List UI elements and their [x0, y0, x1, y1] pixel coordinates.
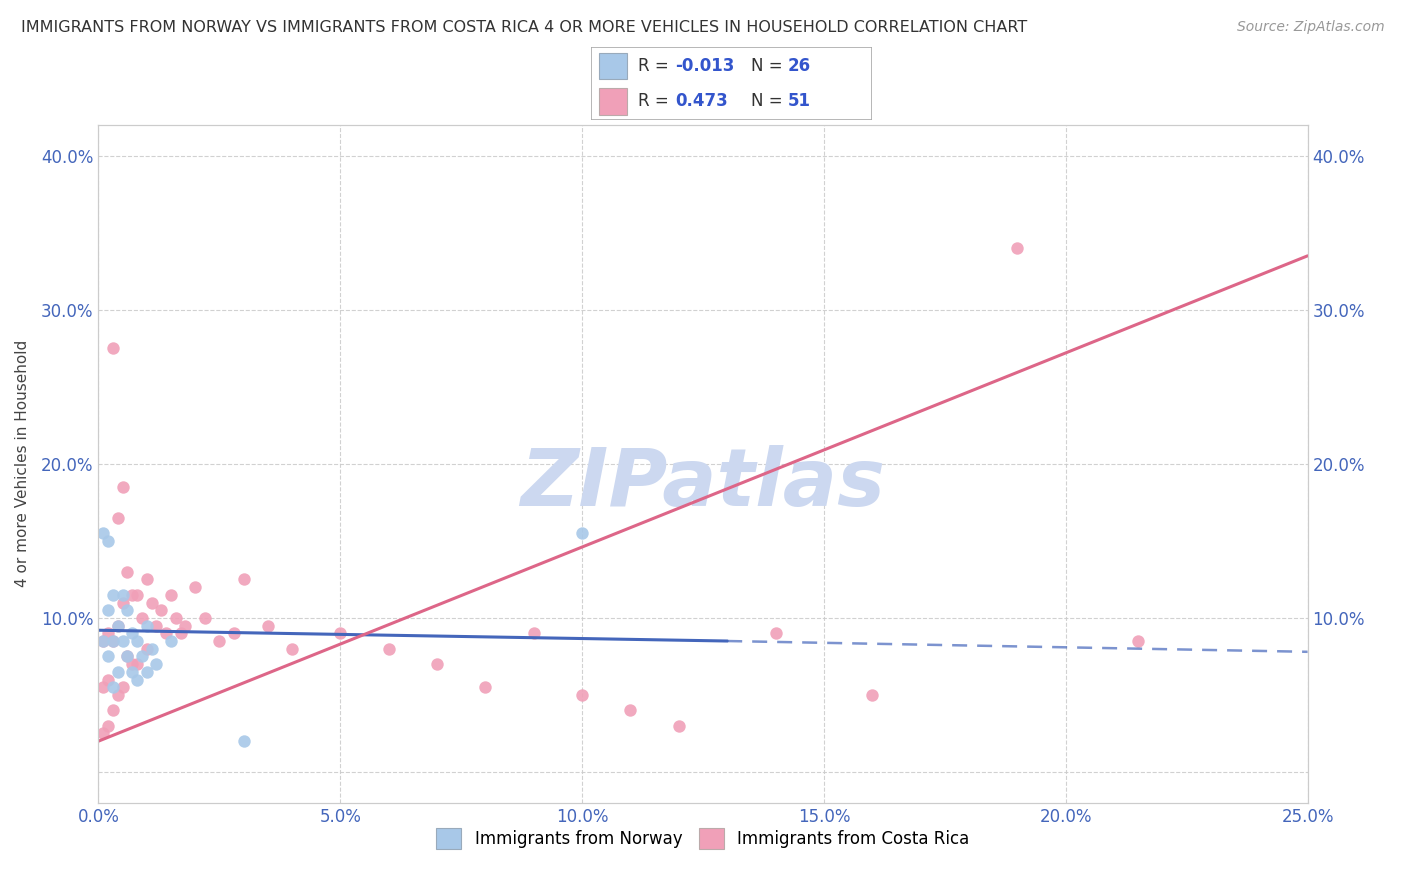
- Point: [91, 634, 114, 648]
- Point: [127, 634, 149, 648]
- Point: [174, 618, 197, 632]
- Point: [194, 611, 217, 625]
- Point: [97, 626, 120, 640]
- Point: [184, 580, 207, 594]
- Point: [101, 341, 124, 355]
- Point: [1007, 241, 1029, 255]
- Point: [131, 611, 153, 625]
- Point: [765, 626, 787, 640]
- Point: [111, 634, 134, 648]
- Text: R =: R =: [638, 93, 675, 111]
- Point: [121, 665, 143, 679]
- Point: [127, 588, 149, 602]
- Point: [107, 688, 129, 702]
- Point: [160, 634, 183, 648]
- Point: [107, 510, 129, 524]
- Point: [91, 680, 114, 694]
- Text: ZIPatlas: ZIPatlas: [520, 445, 886, 524]
- FancyBboxPatch shape: [591, 47, 872, 120]
- Point: [208, 634, 231, 648]
- Point: [91, 634, 114, 648]
- FancyBboxPatch shape: [599, 88, 627, 114]
- Point: [107, 618, 129, 632]
- Text: Source: ZipAtlas.com: Source: ZipAtlas.com: [1237, 20, 1385, 34]
- Text: 26: 26: [787, 57, 810, 75]
- Point: [232, 734, 254, 748]
- Point: [121, 588, 143, 602]
- Point: [571, 526, 593, 541]
- Point: [523, 626, 546, 640]
- Text: -0.013: -0.013: [675, 57, 734, 75]
- Point: [131, 649, 153, 664]
- Point: [256, 618, 278, 632]
- Point: [97, 719, 120, 733]
- Point: [91, 726, 114, 740]
- Point: [101, 588, 124, 602]
- Point: [145, 657, 167, 672]
- Point: [860, 688, 883, 702]
- Point: [329, 626, 352, 640]
- Point: [111, 680, 134, 694]
- Point: [135, 618, 157, 632]
- Point: [135, 573, 157, 587]
- Point: [117, 649, 139, 664]
- Point: [281, 641, 304, 656]
- Point: [377, 641, 399, 656]
- Point: [232, 573, 254, 587]
- Text: N =: N =: [751, 93, 787, 111]
- Point: [117, 603, 139, 617]
- Point: [91, 526, 114, 541]
- Point: [97, 649, 120, 664]
- Point: [111, 595, 134, 609]
- Point: [141, 595, 163, 609]
- Point: [169, 626, 191, 640]
- Point: [121, 657, 143, 672]
- Point: [155, 626, 177, 640]
- Point: [141, 641, 163, 656]
- Point: [426, 657, 449, 672]
- Text: IMMIGRANTS FROM NORWAY VS IMMIGRANTS FROM COSTA RICA 4 OR MORE VEHICLES IN HOUSE: IMMIGRANTS FROM NORWAY VS IMMIGRANTS FRO…: [21, 20, 1028, 35]
- Point: [165, 611, 187, 625]
- Text: N =: N =: [751, 57, 787, 75]
- Point: [135, 665, 157, 679]
- Point: [160, 588, 183, 602]
- Y-axis label: 4 or more Vehicles in Household: 4 or more Vehicles in Household: [15, 340, 30, 588]
- Point: [127, 673, 149, 687]
- Point: [474, 680, 496, 694]
- Point: [101, 680, 124, 694]
- Text: 51: 51: [787, 93, 810, 111]
- Point: [121, 626, 143, 640]
- Text: R =: R =: [638, 57, 675, 75]
- Text: 0.473: 0.473: [675, 93, 728, 111]
- Point: [97, 673, 120, 687]
- Point: [1128, 634, 1150, 648]
- Point: [222, 626, 245, 640]
- Point: [117, 565, 139, 579]
- Point: [111, 480, 134, 494]
- Point: [101, 634, 124, 648]
- Point: [145, 618, 167, 632]
- Point: [117, 649, 139, 664]
- FancyBboxPatch shape: [599, 54, 627, 79]
- Point: [127, 657, 149, 672]
- Point: [97, 603, 120, 617]
- Point: [668, 719, 690, 733]
- Point: [101, 703, 124, 717]
- Point: [97, 533, 120, 548]
- Point: [101, 634, 124, 648]
- Point: [571, 688, 593, 702]
- Point: [107, 618, 129, 632]
- Point: [135, 641, 157, 656]
- Point: [107, 665, 129, 679]
- Point: [619, 703, 641, 717]
- Point: [150, 603, 173, 617]
- Point: [111, 588, 134, 602]
- Legend: Immigrants from Norway, Immigrants from Costa Rica: Immigrants from Norway, Immigrants from …: [430, 822, 976, 855]
